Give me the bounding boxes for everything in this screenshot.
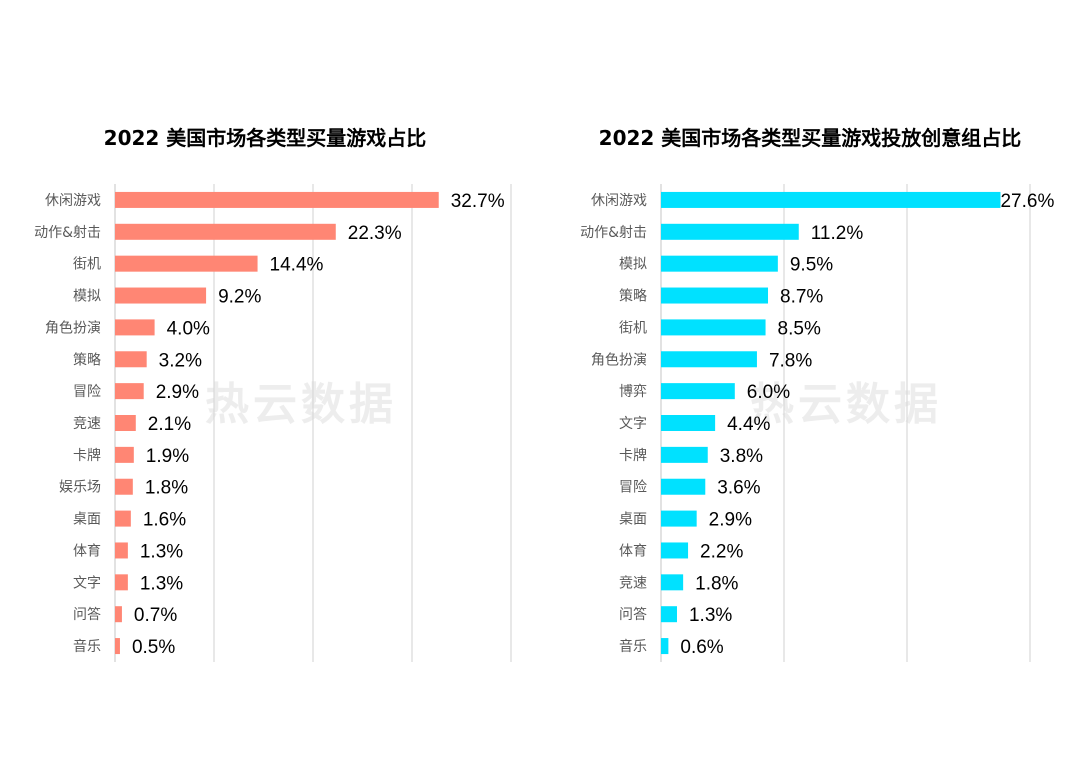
bar [661,287,769,304]
category-label: 休闲游戏 [591,193,647,209]
category-label: 文字 [619,416,647,432]
value-label: 1.8% [145,478,188,499]
category-label: 角色扮演 [591,351,647,368]
value-label: 11.2% [811,223,864,244]
category-label: 桌面 [619,512,647,528]
value-label: 1.3% [140,541,183,562]
bar [115,287,207,304]
value-label: 3.8% [720,446,763,467]
value-label: 8.5% [778,318,821,339]
category-label: 竞速 [73,415,101,432]
category-label: 博弈 [619,383,647,400]
category-label: 娱乐场 [59,480,101,496]
value-label: 27.6% [1000,191,1054,212]
value-label: 0.5% [132,637,175,658]
bar [115,478,133,495]
category-label: 音乐 [619,638,647,655]
category-label: 街机 [73,257,101,273]
bar [115,574,128,591]
category-label: 动作&射击 [580,225,647,241]
bar [661,383,735,400]
category-label: 竞速 [619,574,647,591]
value-label: 4.0% [167,318,210,339]
category-label: 卡牌 [73,447,101,464]
category-label: 策略 [73,351,101,368]
value-label: 2.9% [156,382,199,403]
value-label: 3.6% [717,478,760,499]
category-label: 卡牌 [619,447,647,464]
value-label: 0.6% [680,637,723,658]
category-label: 音乐 [73,638,101,655]
category-label: 角色扮演 [45,319,101,336]
value-label: 6.0% [747,382,790,403]
category-label: 冒险 [619,480,647,496]
value-label: 14.4% [270,255,324,276]
bar [115,383,144,400]
bar [661,191,1001,208]
bar [661,319,766,336]
bar [115,510,131,527]
bar [115,223,336,240]
category-label: 模拟 [619,257,647,273]
value-label: 8.7% [780,287,823,308]
category-label: 文字 [73,575,101,591]
category-label: 冒险 [73,384,101,400]
chart-title-right: 2022 美国市场各类型买量游戏投放创意组占比 [598,126,1022,150]
value-label: 22.3% [348,223,402,244]
value-label: 9.5% [790,255,833,276]
value-label: 4.4% [727,414,770,435]
value-label: 7.8% [769,350,812,371]
category-label: 策略 [619,288,647,305]
value-label: 1.8% [695,573,738,594]
watermark-left: 热云数据 [205,379,397,430]
category-label: 动作&射击 [34,225,101,241]
bar [115,191,439,208]
bar [661,510,697,527]
value-label: 9.2% [218,287,261,308]
bar [661,351,757,368]
bar [115,415,136,431]
value-label: 1.3% [689,605,732,626]
category-label: 桌面 [73,512,101,528]
bar [115,351,147,368]
category-label: 休闲游戏 [45,193,101,209]
value-label: 1.9% [146,446,189,467]
bar [661,542,689,559]
category-label: 问答 [73,606,101,623]
category-label: 体育 [73,543,101,559]
value-label: 2.2% [700,541,743,562]
bar [661,223,799,240]
bar [661,574,684,591]
value-label: 1.3% [140,573,183,594]
value-label: 2.1% [148,414,191,435]
bar [661,478,706,495]
bar [115,319,155,336]
value-label: 2.9% [709,510,752,531]
value-label: 3.2% [159,350,202,371]
bar [115,606,122,623]
category-label: 街机 [619,320,647,336]
category-label: 体育 [619,543,647,559]
category-label: 问答 [619,606,647,623]
bar [115,255,258,272]
value-label: 32.7% [451,191,505,212]
value-label: 0.7% [134,605,177,626]
bar [661,415,716,431]
chart-title-left: 2022 美国市场各类型买量游戏占比 [103,126,427,150]
bar [115,638,120,655]
bar [115,446,134,463]
category-label: 模拟 [73,289,101,305]
value-label: 1.6% [143,510,186,531]
bar [661,638,669,655]
bar [661,446,708,463]
bar [115,542,128,559]
bar [661,606,677,623]
bar [661,255,778,272]
